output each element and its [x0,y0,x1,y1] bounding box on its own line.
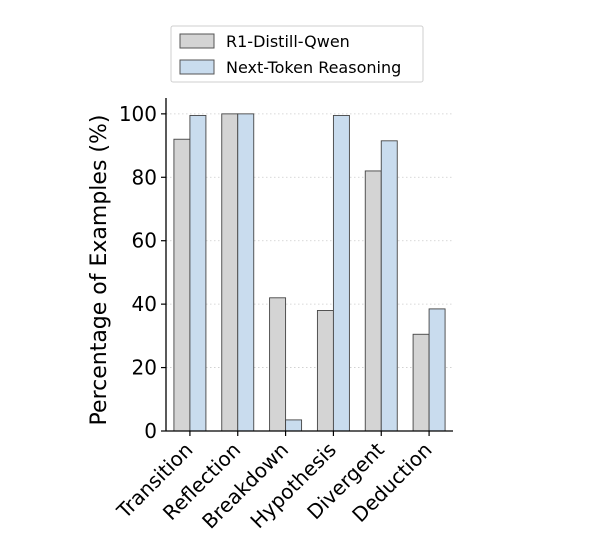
legend-swatch-next-token-reasoning [179,59,215,75]
axes [165,98,453,432]
y-tick-label-60: 60 [132,229,157,253]
bar-transition-r1-distill-qwen [173,138,191,432]
y-tick-labels: 0 20 40 60 80 100 [119,102,166,443]
y-tick-label-40: 40 [132,292,157,316]
bar-hypothesis-next-token-reasoning [332,114,350,432]
bar-divergent-next-token-reasoning [380,140,398,432]
y-tick-label-0: 0 [144,419,157,443]
bar-divergent-r1-distill-qwen [364,170,382,432]
legend-label-next-token-reasoning: Next-Token Reasoning [226,58,401,77]
y-tick-label-20: 20 [132,356,157,380]
bar-breakdown-next-token-reasoning [285,419,303,432]
bar-transition-next-token-reasoning [189,114,207,432]
bars [173,113,446,432]
y-tick-label-80: 80 [132,165,157,189]
bar-deduction-next-token-reasoning [428,308,446,432]
x-tick-labels: TransitionReflectionBreakdownHypothesisD… [111,431,437,533]
bar-reflection-r1-distill-qwen [221,113,239,432]
bar-hypothesis-r1-distill-qwen [316,310,334,432]
grid-lines [166,113,453,368]
legend: R1-Distill-Qwen Next-Token Reasoning [170,25,424,83]
bar-breakdown-r1-distill-qwen [269,297,287,432]
bar-deduction-r1-distill-qwen [412,333,430,432]
legend-label-r1-distill-qwen: R1-Distill-Qwen [226,32,350,51]
legend-swatch-r1-distill-qwen [179,33,215,49]
y-axis-label: Percentage of Examples (%) [87,115,112,426]
legend-box [170,25,424,83]
bar-reflection-next-token-reasoning [237,113,255,432]
y-tick-label-100: 100 [119,102,157,126]
